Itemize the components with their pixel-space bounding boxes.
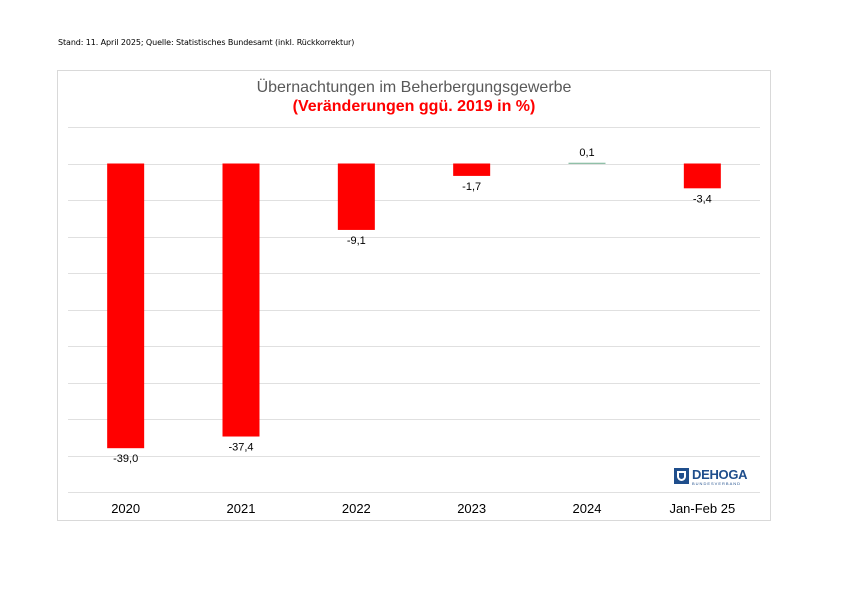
data-label: -9,1 xyxy=(347,235,366,247)
x-tick-label: 2023 xyxy=(457,501,486,516)
data-label: -39,0 xyxy=(113,453,138,465)
x-tick-label: Jan-Feb 25 xyxy=(669,501,735,516)
data-label: 0,1 xyxy=(579,147,594,159)
dehoga-logo-icon xyxy=(674,468,689,484)
bar xyxy=(337,163,375,230)
x-tick-label: 2022 xyxy=(342,501,371,516)
data-label: -3,4 xyxy=(693,193,712,205)
chart-frame: Übernachtungen im Beherbergungsgewerbe (… xyxy=(57,70,771,521)
chart-subtitle: (Veränderungen ggü. 2019 in %) xyxy=(292,98,536,115)
bar xyxy=(683,163,721,189)
bar xyxy=(568,162,606,164)
x-tick-label: 2020 xyxy=(111,501,140,516)
x-tick-label: 2021 xyxy=(227,501,256,516)
chart-title: Übernachtungen im Beherbergungsgewerbe xyxy=(256,79,572,96)
data-label: -1,7 xyxy=(462,181,481,193)
source-note: Stand: 11. April 2025; Quelle: Statistis… xyxy=(58,38,355,47)
bar xyxy=(107,163,145,449)
logo-subtext: BUNDESVERBAND xyxy=(692,481,742,486)
bar xyxy=(222,163,260,437)
x-tick-label: 2024 xyxy=(573,501,602,516)
bar xyxy=(453,163,491,176)
logo-text: DEHOGA xyxy=(692,467,748,482)
bar-chart-plot: -39,0 2020 -37,4 2021 -9,1 2022 -1,7 2023 0,1 202… xyxy=(68,127,760,516)
data-label: -37,4 xyxy=(228,442,253,454)
dehoga-logo: DEHOGA BUNDESVERBAND xyxy=(674,467,754,487)
